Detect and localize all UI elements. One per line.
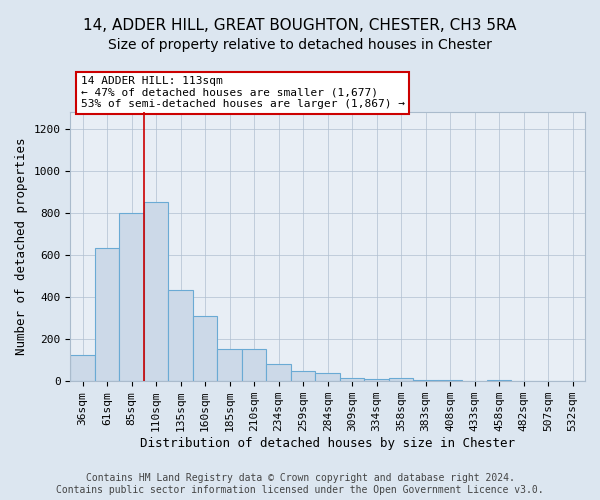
Bar xyxy=(536,380,560,381)
Bar xyxy=(266,364,291,381)
Bar xyxy=(217,348,242,381)
Bar xyxy=(413,380,438,381)
Bar xyxy=(463,380,487,381)
Bar xyxy=(340,378,364,381)
Bar xyxy=(242,348,266,381)
Text: Contains HM Land Registry data © Crown copyright and database right 2024.
Contai: Contains HM Land Registry data © Crown c… xyxy=(56,474,544,495)
Text: 14 ADDER HILL: 113sqm
← 47% of detached houses are smaller (1,677)
53% of semi-d: 14 ADDER HILL: 113sqm ← 47% of detached … xyxy=(80,76,404,110)
Bar xyxy=(316,373,340,381)
Bar xyxy=(291,370,316,381)
Text: Size of property relative to detached houses in Chester: Size of property relative to detached ho… xyxy=(108,38,492,52)
Bar xyxy=(169,290,193,381)
Bar xyxy=(511,380,536,381)
Bar xyxy=(193,316,217,381)
Bar xyxy=(95,248,119,381)
Bar xyxy=(364,379,389,381)
Bar xyxy=(438,380,463,381)
Bar xyxy=(389,378,413,381)
Bar xyxy=(70,355,95,381)
Text: 14, ADDER HILL, GREAT BOUGHTON, CHESTER, CH3 5RA: 14, ADDER HILL, GREAT BOUGHTON, CHESTER,… xyxy=(83,18,517,32)
Bar xyxy=(144,202,169,381)
Bar xyxy=(487,380,511,381)
Y-axis label: Number of detached properties: Number of detached properties xyxy=(15,138,28,356)
Bar xyxy=(119,213,144,381)
X-axis label: Distribution of detached houses by size in Chester: Distribution of detached houses by size … xyxy=(140,437,515,450)
